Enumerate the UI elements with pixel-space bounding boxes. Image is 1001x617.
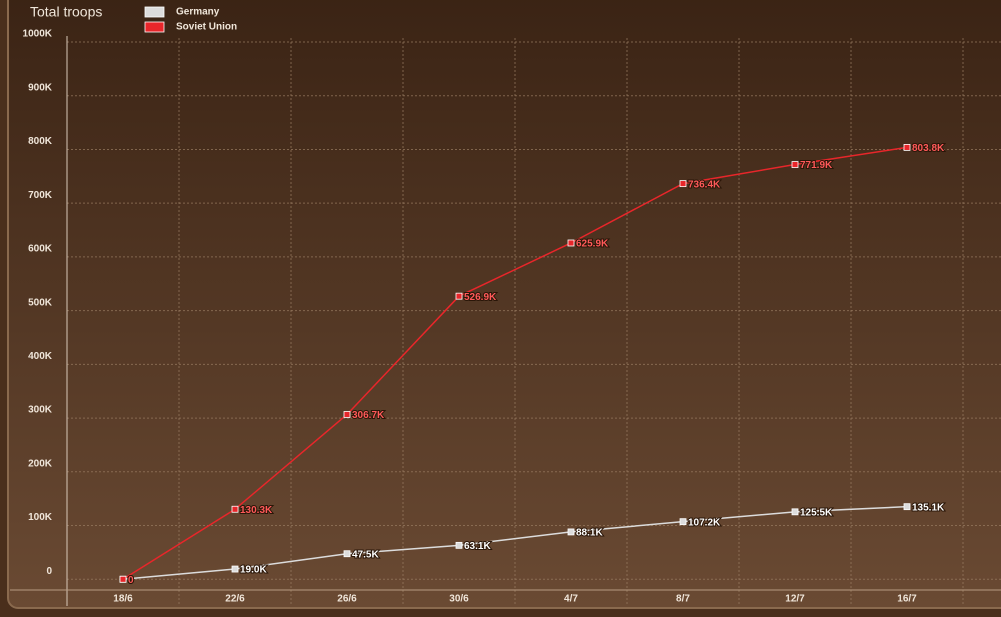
- y-tick-label: 700K: [28, 190, 53, 201]
- value-label: 130.3K: [240, 505, 273, 516]
- value-label: 306.7K: [352, 410, 385, 421]
- y-tick-label: 100K: [28, 512, 53, 523]
- series-line: [122, 146, 908, 580]
- value-label: 0: [128, 575, 134, 586]
- value-label: 47.5K: [352, 549, 379, 560]
- legend-label: Soviet Union: [176, 22, 237, 33]
- value-label: 88.1K: [576, 528, 603, 539]
- value-label: 63.1K: [464, 541, 491, 552]
- y-tick-label: 1000K: [23, 29, 53, 40]
- y-tick-label: 200K: [28, 458, 53, 469]
- x-tick-label: 30/6: [449, 594, 469, 605]
- point-marker: [679, 518, 687, 526]
- x-tick-label: 8/7: [676, 594, 690, 605]
- x-tick-label: 16/7: [897, 594, 917, 605]
- y-tick-label: 800K: [28, 136, 53, 147]
- point-marker: [791, 508, 799, 516]
- point-marker: [455, 541, 463, 549]
- series-line: [122, 505, 908, 581]
- panel: [7, 0, 1001, 609]
- value-label: 771.9K: [800, 160, 833, 171]
- y-tick-label: 300K: [28, 405, 53, 416]
- value-label: 125.5K: [800, 507, 833, 518]
- x-tick-label: 4/7: [564, 594, 578, 605]
- y-tick-label: 400K: [28, 351, 53, 362]
- legend-swatch: [144, 21, 165, 33]
- value-label: 0: [128, 575, 134, 586]
- point-marker: [567, 239, 575, 247]
- point-marker: [455, 292, 463, 300]
- point-marker: [231, 505, 239, 513]
- x-tick-label: 26/6: [337, 594, 357, 605]
- y-tick-label: 600K: [28, 244, 53, 255]
- point-marker: [343, 550, 351, 558]
- point-marker: [231, 565, 239, 573]
- legend-swatch: [144, 6, 165, 18]
- point-marker: [903, 503, 911, 511]
- chart-title: Total troops: [30, 4, 102, 20]
- point-marker: [791, 161, 799, 168]
- y-tick-label: 900K: [28, 82, 53, 93]
- value-label: 736.4K: [688, 179, 721, 190]
- point-marker: [343, 411, 351, 418]
- point-marker: [567, 528, 575, 536]
- point-marker: [903, 144, 911, 151]
- point-marker: [119, 575, 127, 583]
- legend-label: Germany: [176, 7, 220, 18]
- value-label: 135.1K: [912, 502, 945, 513]
- y-tick-label: 0: [46, 566, 52, 577]
- x-tick-label: 22/6: [225, 594, 245, 605]
- y-tick-label: 500K: [28, 297, 53, 308]
- value-label: 19.0K: [240, 565, 267, 576]
- point-marker: [679, 180, 687, 188]
- x-tick-label: 12/7: [785, 594, 805, 605]
- value-label: 107.2K: [688, 517, 721, 528]
- value-label: 625.9K: [576, 239, 609, 250]
- value-label: 526.9K: [464, 292, 497, 303]
- value-label: 803.8K: [912, 143, 945, 154]
- x-tick-label: 18/6: [113, 594, 133, 605]
